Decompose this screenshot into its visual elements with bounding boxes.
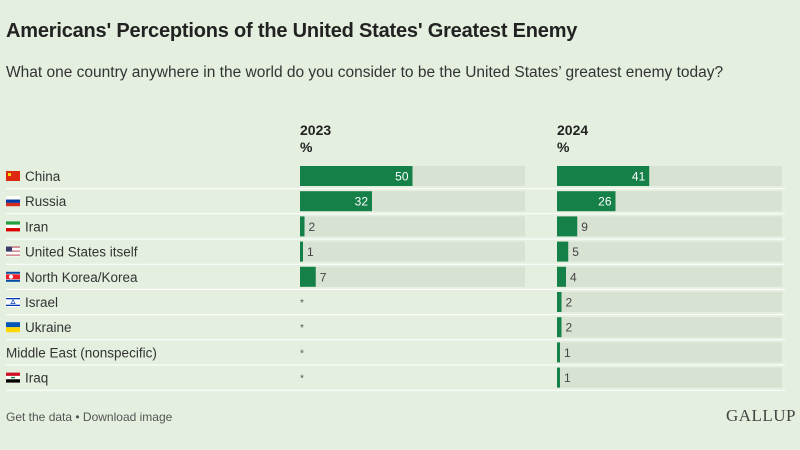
bar-track-2024-north-korea-korea — [557, 266, 782, 287]
bar-2024-middle-east-nonspecific — [557, 342, 560, 363]
flag-north-korea-icon — [6, 271, 20, 282]
series-name-2023: 2023 — [300, 122, 332, 138]
data-label-2024-russia: 26 — [598, 195, 612, 209]
bar-2023-united-states-itself — [300, 241, 303, 262]
bar-2024-north-korea-korea — [557, 266, 566, 287]
series-name-2024: 2024 — [557, 122, 589, 138]
series-unit-2023: % — [300, 139, 313, 155]
bar-track-2024-israel — [557, 292, 782, 312]
flag-china-icon — [6, 171, 20, 181]
flag-russia-icon — [6, 196, 20, 207]
data-label-2023-ukraine: * — [300, 323, 304, 334]
flag-iran-icon — [6, 221, 20, 232]
data-label-2024-iraq: 1 — [564, 371, 571, 385]
category-label-middle-east-nonspecific: Middle East (nonspecific) — [6, 345, 157, 360]
bar-track-2024-middle-east-nonspecific — [557, 342, 782, 363]
data-label-2023-israel: * — [300, 298, 304, 309]
bar-track-2024-ukraine — [557, 317, 782, 338]
data-label-2024-iran: 9 — [581, 220, 588, 234]
category-label-iran: Iran — [25, 219, 48, 234]
bar-2023-iran — [300, 216, 305, 237]
flag-usa-icon — [6, 246, 20, 257]
bar-track-2023-north-korea-korea — [300, 266, 525, 287]
flag-ukraine-icon — [6, 322, 20, 333]
bar-2023-north-korea-korea — [300, 266, 316, 287]
bar-2024-ukraine — [557, 317, 562, 338]
flag-iraq-icon — [6, 372, 20, 383]
chart-subtitle: What one country anywhere in the world d… — [6, 64, 724, 81]
bar-2024-china — [557, 166, 650, 186]
gallup-logo: GALLUP — [725, 406, 796, 425]
bar-2024-russia — [557, 191, 616, 212]
category-label-iraq: Iraq — [25, 371, 48, 386]
download-image-link[interactable]: Download image — [82, 410, 173, 424]
category-label-ukraine: Ukraine — [25, 320, 72, 335]
data-label-2024-ukraine: 2 — [566, 321, 573, 335]
data-label-2024-china: 41 — [632, 170, 646, 184]
data-label-2023-united-states-itself: 1 — [307, 245, 314, 259]
series-unit-2024: % — [557, 139, 570, 155]
data-label-2024-israel: 2 — [566, 296, 573, 310]
bar-track-2024-united-states-itself — [557, 241, 782, 262]
bar-2024-israel — [557, 292, 562, 312]
data-label-2024-north-korea-korea: 4 — [570, 270, 577, 284]
data-label-2023-russia: 32 — [355, 195, 369, 209]
footer-separator: • — [72, 410, 83, 424]
data-label-2023-iran: 2 — [309, 220, 316, 234]
category-label-israel: Israel — [25, 295, 58, 310]
bar-track-2023-iran — [300, 216, 525, 237]
data-label-2023-iraq: * — [300, 374, 304, 385]
bar-track-2023-united-states-itself — [300, 241, 525, 262]
chart-title: Americans' Perceptions of the United Sta… — [6, 20, 578, 42]
data-label-2023-north-korea-korea: 7 — [320, 270, 327, 284]
footer-links: Get the data • Download image — [6, 410, 172, 424]
category-label-russia: Russia — [25, 194, 67, 209]
bar-2024-united-states-itself — [557, 241, 569, 262]
bar-track-2024-iraq — [557, 367, 782, 388]
bar-2023-china — [300, 166, 413, 186]
category-label-united-states-itself: United States itself — [25, 245, 138, 260]
category-label-china: China — [25, 169, 61, 184]
bar-2024-iraq — [557, 367, 560, 388]
category-label-north-korea-korea: North Korea/Korea — [25, 270, 138, 285]
bar-track-2024-iran — [557, 216, 782, 237]
data-label-2024-middle-east-nonspecific: 1 — [564, 346, 571, 360]
data-label-2023-middle-east-nonspecific: * — [300, 348, 304, 359]
data-label-2024-united-states-itself: 5 — [572, 245, 579, 259]
bar-2023-russia — [300, 191, 372, 212]
data-label-2023-china: 50 — [395, 170, 409, 184]
get-data-link[interactable]: Get the data — [6, 410, 73, 424]
flag-israel-icon — [6, 297, 20, 307]
column-header-2023: 2023 % — [300, 122, 331, 156]
column-header-2024: 2024 % — [557, 122, 588, 156]
bar-2024-iran — [557, 216, 578, 237]
